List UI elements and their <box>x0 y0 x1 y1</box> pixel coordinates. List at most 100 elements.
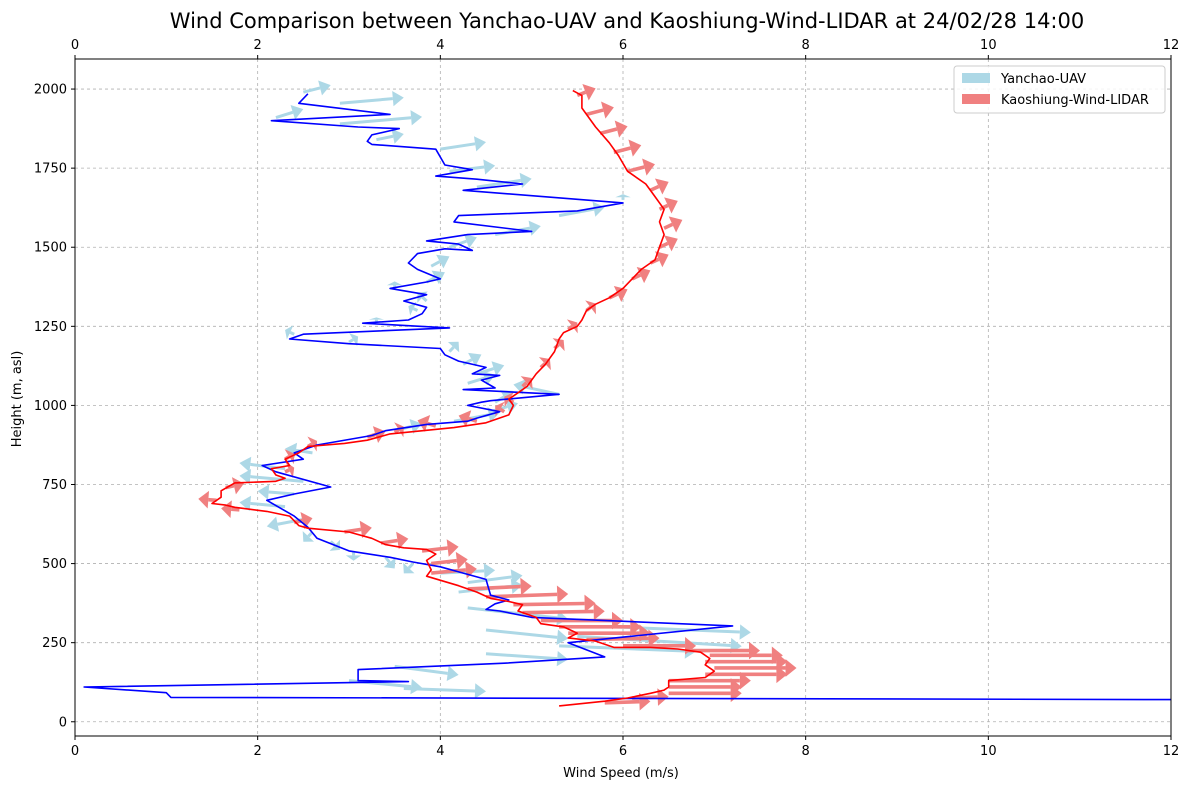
y-tick-label: 2000 <box>34 83 67 98</box>
kaoshiung-wind-lidar-wind-arrow <box>284 468 290 474</box>
x-top-tick-label: 0 <box>71 38 79 53</box>
yanchao-uav-wind-arrow <box>384 556 391 564</box>
kaoshiung-wind-lidar-wind-arrowhead <box>654 251 669 268</box>
x-top-tick-label: 6 <box>619 38 627 53</box>
yanchao-uav-wind-arrow <box>339 116 412 126</box>
yanchao-uav-wind-arrowhead <box>417 291 428 303</box>
kaoshiung-wind-lidar-wind-arrow <box>231 507 240 512</box>
kaoshiung-wind-lidar-wind-arrowhead <box>455 551 468 570</box>
yanchao-uav-wind-arrow <box>523 385 560 396</box>
yanchao-uav-wind-arrowhead <box>505 399 518 414</box>
kaoshiung-wind-lidar-wind-arrowhead <box>198 490 210 509</box>
kaoshiung-wind-lidar-wind-arrow <box>522 609 594 615</box>
kaoshiung-wind-lidar-wind-arrowhead <box>556 585 569 604</box>
yanchao-uav-wind-arrowhead <box>592 201 605 217</box>
legend: Yanchao-UAV Kaoshiung-Wind-LIDAR <box>953 65 1166 114</box>
axis-ticks: 0022446688101012120250500750100012501500… <box>34 38 1179 759</box>
y-axis-label: Height (m, asl) <box>10 351 25 448</box>
x-top-tick-label: 12 <box>1163 38 1180 53</box>
x-top-tick-label: 8 <box>802 38 810 53</box>
yanchao-uav-wind-arrow <box>558 207 595 218</box>
kaoshiung-wind-lidar-wind-arrowhead <box>520 577 532 596</box>
kaoshiung-wind-lidar-wind-arrowhead <box>446 539 459 557</box>
kaoshiung-wind-lidar-wind-arrowhead <box>664 235 678 252</box>
x-tick-label: 6 <box>619 744 627 759</box>
speed-profile-lines <box>83 89 1172 707</box>
kaoshiung-wind-lidar-wind-arrowhead <box>584 594 596 613</box>
kaoshiung-wind-lidar-wind-arrowhead <box>231 477 244 495</box>
legend-swatch-kaoshiung-wind-lidar <box>962 94 990 104</box>
yanchao-uav-wind-arrow <box>476 178 522 189</box>
yanchao-uav-wind-arrowhead <box>318 80 331 96</box>
yanchao-uav-wind-arrowhead <box>510 569 523 585</box>
yanchao-uav-wind-arrowhead <box>528 220 541 236</box>
kaoshiung-wind-lidar-wind-arrowhead <box>307 436 318 452</box>
kaoshiung-wind-lidar-wind-arrowhead <box>593 602 605 621</box>
kaoshiung-wind-lidar-wind-arrowhead <box>359 520 372 539</box>
yanchao-uav-wind-arrowhead <box>410 678 423 695</box>
yanchao-uav-wind-arrowhead <box>483 563 496 579</box>
kaoshiung-wind-lidar-wind-arrowhead <box>601 101 614 119</box>
chart-title: Wind Comparison between Yanchao-UAV and … <box>170 9 1084 33</box>
yanchao-uav-wind-arrowhead <box>468 352 482 367</box>
yanchao-uav-wind-arrowhead <box>739 624 751 640</box>
yanchao-uav-wind-arrow <box>467 575 512 585</box>
kaoshiung-wind-lidar-wind-arrow <box>658 241 669 249</box>
kaoshiung-wind-lidar-wind-arrowhead <box>396 531 409 550</box>
yanchao-uav-wind-arrowhead <box>391 128 404 144</box>
yanchao-uav-wind-arrowhead <box>474 683 486 699</box>
kaoshiung-wind-lidar-wind-arrowhead <box>613 285 628 303</box>
yanchao-uav-wind-arrowhead <box>392 90 404 107</box>
yanchao-uav-wind-arrow <box>485 652 558 661</box>
kaoshiung-wind-lidar-wind-arrow <box>586 108 604 117</box>
kaoshiung-wind-lidar-wind-arrowhead <box>730 678 742 696</box>
x-top-tick-label: 2 <box>254 38 262 53</box>
kaoshiung-wind-lidar-wind-arrow <box>499 407 506 414</box>
yanchao-uav-wind-arrow <box>407 562 415 570</box>
yanchao-uav-wind-arrowhead <box>349 333 359 347</box>
yanchao-uav-wind-arrowhead <box>410 110 423 126</box>
kaoshiung-wind-lidar-wind-arrowhead <box>739 671 751 690</box>
legend-label-kaoshiung-wind-lidar: Kaoshiung-Wind-LIDAR <box>1001 93 1149 108</box>
yanchao-uav-wind-arrowhead <box>436 254 450 269</box>
yanchao-uav-wind-arrowhead <box>290 104 304 120</box>
kaoshiung-wind-lidar-wind-arrowhead <box>664 197 678 214</box>
yanchao-uav-wind-arrow <box>302 86 321 94</box>
kaoshiung-wind-lidar-wind-arrowhead <box>552 338 565 352</box>
yanchao-uav-wind-arrow <box>421 296 428 303</box>
yanchao-uav-wind-arrowhead <box>239 469 252 485</box>
yanchao-uav-wind-arrowhead <box>239 456 252 473</box>
yanchao-uav-wind-arrow <box>348 338 354 344</box>
y-tick-label: 1000 <box>34 399 67 414</box>
kaoshiung-wind-lidar-wind-arrow <box>604 699 640 705</box>
kaoshiung-wind-lidar-wind-arrowhead <box>642 158 655 176</box>
x-tick-label: 10 <box>980 744 997 759</box>
legend-swatch-yanchao-uav <box>962 73 990 83</box>
kaoshiung-wind-lidar-wind-arrowhead <box>628 139 642 157</box>
kaoshiung-wind-lidar-wind-arrowhead <box>585 300 596 315</box>
y-tick-label: 1500 <box>34 241 67 256</box>
yanchao-uav-wind-arrowhead <box>368 317 385 320</box>
y-tick-label: 500 <box>42 557 67 572</box>
yanchao-uav-wind-arrowhead <box>266 516 280 532</box>
kaoshiung-wind-lidar-wind-arrowhead <box>372 426 386 443</box>
x-tick-label: 0 <box>71 744 79 759</box>
kaoshiung-wind-lidar-wind-arrowhead <box>300 511 313 530</box>
yanchao-uav-wind-arrowhead <box>483 159 496 175</box>
kaoshiung-wind-lidar-wind-arrowhead <box>776 665 788 684</box>
kaoshiung-wind-lidar-wind-arrow <box>539 362 547 369</box>
yanchao-uav-wind-arrowhead <box>239 495 252 512</box>
kaoshiung-wind-lidar-wind-arrow <box>649 184 660 192</box>
y-tick-label: 1750 <box>34 162 67 177</box>
yanchao-uav-wind-arrowhead <box>302 531 315 542</box>
kaoshiung-wind-lidar-wind-arrowhead <box>749 641 760 660</box>
yanchao-uav-wind-arrowhead <box>386 281 403 286</box>
kaoshiung-wind-lidar-wind-arrow <box>431 568 467 575</box>
yanchao-uav-wind-arrow <box>339 97 393 105</box>
legend-box <box>953 65 1166 114</box>
kaoshiung-wind-lidar-wind-arrow <box>393 428 400 434</box>
kaoshiung-wind-lidar-wind-arrowhead <box>614 120 628 138</box>
y-tick-label: 750 <box>42 478 67 493</box>
kaoshiung-wind-lidar-wind-arrowhead <box>639 624 651 643</box>
wind-vector-arrows <box>198 80 797 711</box>
